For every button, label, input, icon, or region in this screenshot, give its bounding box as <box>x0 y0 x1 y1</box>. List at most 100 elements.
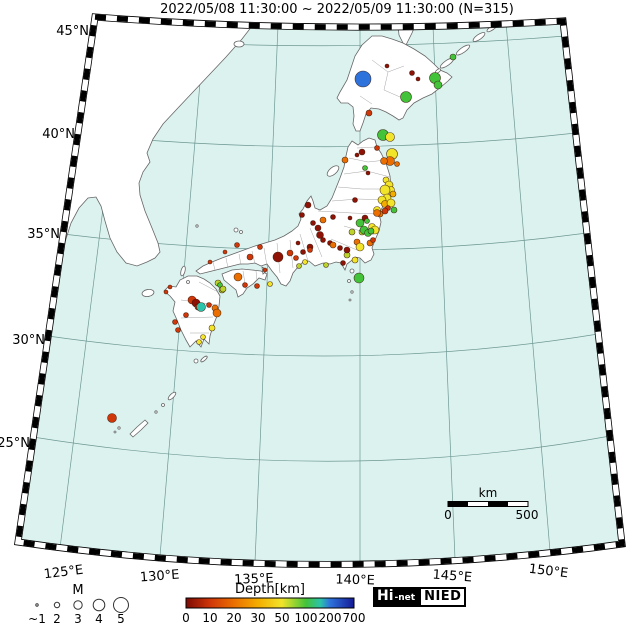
earthquake-marker <box>257 244 263 250</box>
earthquake-marker <box>348 228 356 236</box>
lon-label: 140°E <box>335 572 375 588</box>
depth-tick-label: 0 <box>182 611 190 625</box>
earthquake-marker <box>355 242 365 252</box>
lat-label: 30°N <box>12 333 45 348</box>
earthquake-marker <box>107 413 117 423</box>
earthquake-marker <box>364 218 370 224</box>
earthquake-marker <box>409 70 415 76</box>
earthquake-marker <box>310 220 316 226</box>
earthquake-marker <box>380 157 388 165</box>
depth-tick-label: 30 <box>250 611 265 625</box>
earthquake-marker <box>167 284 173 290</box>
earthquake-marker <box>234 242 240 248</box>
earthquake-marker <box>386 198 396 208</box>
magnitude-legend-value: 4 <box>95 612 103 626</box>
earthquake-marker <box>293 255 299 261</box>
earthquake-marker <box>272 251 284 263</box>
earthquake-marker <box>354 152 360 158</box>
earthquake-marker <box>316 231 324 239</box>
earthquake-marker <box>394 161 400 167</box>
earthquake-marker <box>262 267 268 273</box>
earthquake-marker <box>384 63 390 69</box>
earthquake-marker <box>347 215 353 221</box>
earthquake-marker <box>358 148 366 156</box>
scale-bar: km 0 500 <box>444 486 538 522</box>
earthquake-marker <box>353 272 365 284</box>
earthquake-marker <box>449 53 457 61</box>
earthquake-marker <box>390 206 398 214</box>
earthquake-marker <box>212 308 222 318</box>
earthquake-marker <box>314 224 322 232</box>
depth-tick-label: 10 <box>202 611 217 625</box>
earthquake-marker <box>330 214 336 220</box>
earthquake-marker <box>319 216 327 224</box>
earthquake-marker <box>307 247 313 253</box>
scale-unit-label: km <box>479 486 498 500</box>
earthquake-marker <box>341 156 349 164</box>
earthquake-marker <box>233 272 243 282</box>
earthquake-markers <box>107 53 457 423</box>
lon-label: 130°E <box>139 567 180 585</box>
earthquake-marker <box>206 302 212 308</box>
logo-hi-text: Hi <box>377 588 394 604</box>
map-frame <box>14 13 626 569</box>
earthquake-marker <box>389 190 397 198</box>
earthquake-marker <box>299 212 305 218</box>
magnitude-legend-circle <box>92 598 106 612</box>
continent-coast <box>56 17 257 271</box>
earthquake-marker <box>362 165 368 171</box>
magnitude-legend-value: 5 <box>117 612 125 626</box>
magnitude-legend-circle <box>53 601 61 609</box>
hokkaido <box>336 35 453 132</box>
earthquake-marker <box>385 132 395 142</box>
earthquake-marker <box>219 285 227 293</box>
earthquake-marker <box>242 282 248 288</box>
earthquake-marker <box>367 227 375 235</box>
lon-label: 145°E <box>432 567 473 585</box>
earthquake-marker <box>296 263 302 269</box>
earthquake-marker <box>374 145 380 151</box>
earthquake-marker <box>365 109 373 117</box>
earthquake-marker <box>373 209 381 217</box>
depth-legend-title: Depth[km] <box>235 582 305 597</box>
lat-label: 25°N <box>0 436 30 451</box>
depth-colorbar <box>185 597 355 609</box>
lat-label: 40°N <box>42 127 75 142</box>
earthquake-marker <box>352 197 358 203</box>
lat-label: 45°N <box>56 24 89 39</box>
magnitude-legend: M ~1 2 3 4 5 <box>28 584 129 626</box>
depth-legend: Depth[km] 0 10 20 30 50 100 200 700 <box>182 582 366 625</box>
earthquake-marker <box>286 249 294 257</box>
earthquake-marker <box>343 246 351 254</box>
earthquake-marker <box>337 245 343 251</box>
earthquake-marker <box>400 91 412 103</box>
magnitude-legend-value: 3 <box>74 612 82 626</box>
hinet-nied-logo: Hi -net NIED <box>373 587 467 607</box>
earthquake-marker <box>370 237 376 243</box>
earthquake-marker <box>415 76 421 82</box>
hinet-logo-left: Hi -net <box>373 587 420 607</box>
earthquake-marker <box>365 170 371 176</box>
logo-net-text: -net <box>394 593 416 603</box>
magnitude-legend-value: 2 <box>53 612 61 626</box>
earthquake-marker <box>196 302 206 312</box>
lon-label: 150°E <box>528 562 569 582</box>
page-title: 2022/05/08 11:30:00 ~ 2022/05/09 11:30:0… <box>160 2 514 17</box>
scale-end-label: 500 <box>516 508 539 522</box>
depth-tick-label: 20 <box>226 611 241 625</box>
lon-label: 135°E <box>234 571 274 587</box>
depth-tick-label: 200 <box>319 611 342 625</box>
lat-label: 35°N <box>27 227 60 242</box>
scale-start-label: 0 <box>444 508 452 522</box>
earthquake-marker <box>340 260 346 266</box>
earthquake-marker <box>246 253 254 261</box>
earthquake-marker <box>196 339 202 345</box>
earthquake-marker <box>355 218 365 228</box>
earthquake-marker <box>295 240 301 246</box>
depth-tick-label: 100 <box>295 611 318 625</box>
earthquake-marker <box>300 249 306 255</box>
depth-tick-label: 700 <box>343 611 366 625</box>
earthquake-marker <box>207 259 213 265</box>
earthquake-marker <box>175 327 181 333</box>
earthquake-marker <box>183 312 189 318</box>
